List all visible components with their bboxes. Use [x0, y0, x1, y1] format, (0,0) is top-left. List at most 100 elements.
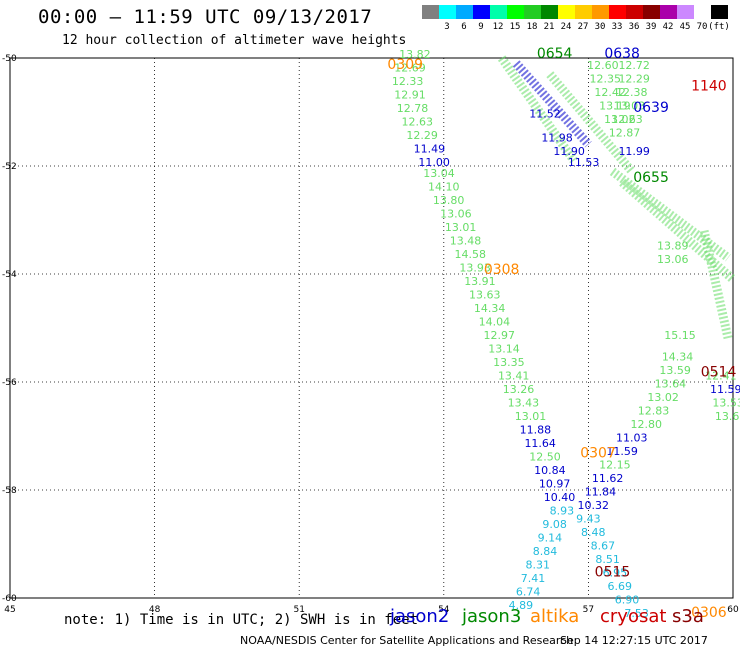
- legend-swatch: [490, 5, 507, 19]
- swh-value-label: 12.15: [599, 458, 631, 471]
- swh-value-label: 12.80: [630, 418, 662, 431]
- legend-label: 36: [628, 22, 640, 32]
- units-note: note: 1) Time is in UTC; 2) SWH is in fe…: [64, 612, 419, 628]
- lon-tick-label: 51: [293, 605, 304, 615]
- legend-label: 12: [492, 22, 504, 32]
- swh-value-label: 6.90: [615, 593, 640, 606]
- satellite-name-cryosat: cryosat: [600, 606, 667, 627]
- swh-value-label: 13.82: [399, 48, 431, 61]
- swh-value-label: 11.98: [541, 132, 573, 145]
- legend-label: 33: [611, 22, 623, 32]
- lon-tick-label: 60: [727, 605, 739, 615]
- generation-timestamp: Sep 14 12:27:15 UTC 2017: [560, 634, 708, 647]
- swh-value-label: 7.41: [521, 572, 546, 585]
- legend-label: 45: [679, 22, 691, 32]
- pass-time-label: 0306: [691, 605, 727, 621]
- pass-time-label: 1140: [691, 78, 727, 94]
- swh-value-label: 10.32: [577, 499, 609, 512]
- legend-label: 18: [526, 22, 538, 32]
- legend-swatch: [694, 5, 711, 19]
- swh-value-label: 11.84: [585, 485, 617, 498]
- swh-value-label: 13.14: [488, 342, 520, 355]
- satellite-name-jason3: jason3: [462, 606, 522, 627]
- legend-swatch: [609, 5, 626, 19]
- swh-value-label: 8.31: [526, 558, 551, 571]
- swh-value-label: 14.10: [428, 180, 460, 193]
- swh-value-label: 13.26: [503, 383, 535, 396]
- swh-value-label: 12.41: [705, 369, 737, 382]
- swh-value-label: 11.99: [618, 145, 650, 158]
- lat-tick-label: -54: [2, 270, 17, 280]
- pass-time-label: 0309: [387, 57, 423, 73]
- swh-value-label: 13.53: [712, 396, 740, 409]
- legend-swatch: [643, 5, 660, 19]
- track-streak: [619, 178, 736, 283]
- swh-value-label: 12.78: [397, 102, 429, 115]
- legend-label: 27: [577, 22, 589, 32]
- swh-value-label: 9.43: [576, 512, 601, 525]
- credit-line: NOAA/NESDIS Center for Satellite Applica…: [240, 634, 574, 647]
- legend-label: 15: [509, 22, 521, 32]
- swh-value-label: 13.04: [423, 167, 455, 180]
- satellite-name-s3a: s3a: [672, 606, 704, 627]
- swh-value-label: 11.64: [524, 437, 556, 450]
- swh-value-label: 11.53: [568, 156, 600, 169]
- legend-swatch: [592, 5, 609, 19]
- track-streak: [699, 229, 733, 340]
- swh-value-label: 14.34: [474, 302, 506, 315]
- track-streak: [546, 71, 636, 175]
- swh-value-label: 11.03: [616, 431, 648, 444]
- swh-value-label: 13.03: [614, 99, 646, 112]
- swh-value-label: 13.02: [647, 391, 679, 404]
- swh-value-label: 14.34: [662, 350, 694, 363]
- swh-value-label: 11.00: [418, 156, 450, 169]
- swh-value-label: 12.72: [618, 59, 650, 72]
- lon-tick-label: 45: [4, 605, 15, 615]
- swh-value-label: 8.51: [595, 553, 620, 566]
- swh-value-label: 6.95: [603, 566, 628, 579]
- legend-label: 9: [478, 22, 484, 32]
- legend-unit: (ft): [708, 22, 730, 32]
- swh-value-label: 12.69: [394, 62, 426, 75]
- map-subtitle: 12 hour collection of altimeter wave hei…: [62, 33, 407, 48]
- swh-value-label: 13.06: [440, 207, 472, 220]
- swh-value-label: 13.02: [604, 113, 636, 126]
- swh-value-label: 10.97: [539, 477, 571, 490]
- pass-time-label: 0308: [484, 262, 520, 278]
- lat-tick-label: -56: [2, 378, 17, 388]
- swh-value-label: 11.59: [710, 383, 740, 396]
- legend-label: 6: [461, 22, 467, 32]
- swh-value-label: 13.80: [433, 194, 465, 207]
- swh-value-label: 13.06: [657, 253, 689, 266]
- legend-label: 21: [543, 22, 555, 32]
- swh-value-label: 14.58: [455, 248, 487, 261]
- swh-value-label: 13.91: [464, 275, 496, 288]
- lon-tick-label: 57: [583, 605, 594, 615]
- lon-tick-label: 48: [149, 605, 161, 615]
- swh-value-label: 13.62: [715, 410, 740, 423]
- legend-swatch: [660, 5, 677, 19]
- swh-value-label: 10.84: [534, 464, 566, 477]
- legend-label: 3: [444, 22, 450, 32]
- swh-value-label: 7.53: [624, 607, 649, 620]
- legend-label: 42: [662, 22, 674, 32]
- lat-tick-label: -50: [2, 54, 17, 64]
- swh-value-label: 12.35: [590, 72, 622, 85]
- swh-value-label: 13.35: [493, 356, 525, 369]
- pass-time-label: 0638: [604, 46, 640, 62]
- satellite-name-altika: altika: [530, 606, 580, 627]
- legend-label: 24: [560, 22, 572, 32]
- pass-time-label: 0515: [595, 564, 631, 580]
- swh-value-label: 12.63: [402, 116, 434, 129]
- swh-value-label: 9.14: [538, 531, 563, 544]
- swh-value-label: 12.50: [529, 450, 561, 463]
- track-streak: [497, 55, 578, 164]
- swh-value-label: 13.01: [515, 410, 547, 423]
- legend-swatch: [541, 5, 558, 19]
- swh-value-label: 12.38: [616, 86, 648, 99]
- pass-time-label: 0307: [580, 446, 616, 462]
- swh-value-label: 13.43: [508, 396, 540, 409]
- swh-value-label: 11.59: [606, 445, 638, 458]
- legend-swatch: [456, 5, 473, 19]
